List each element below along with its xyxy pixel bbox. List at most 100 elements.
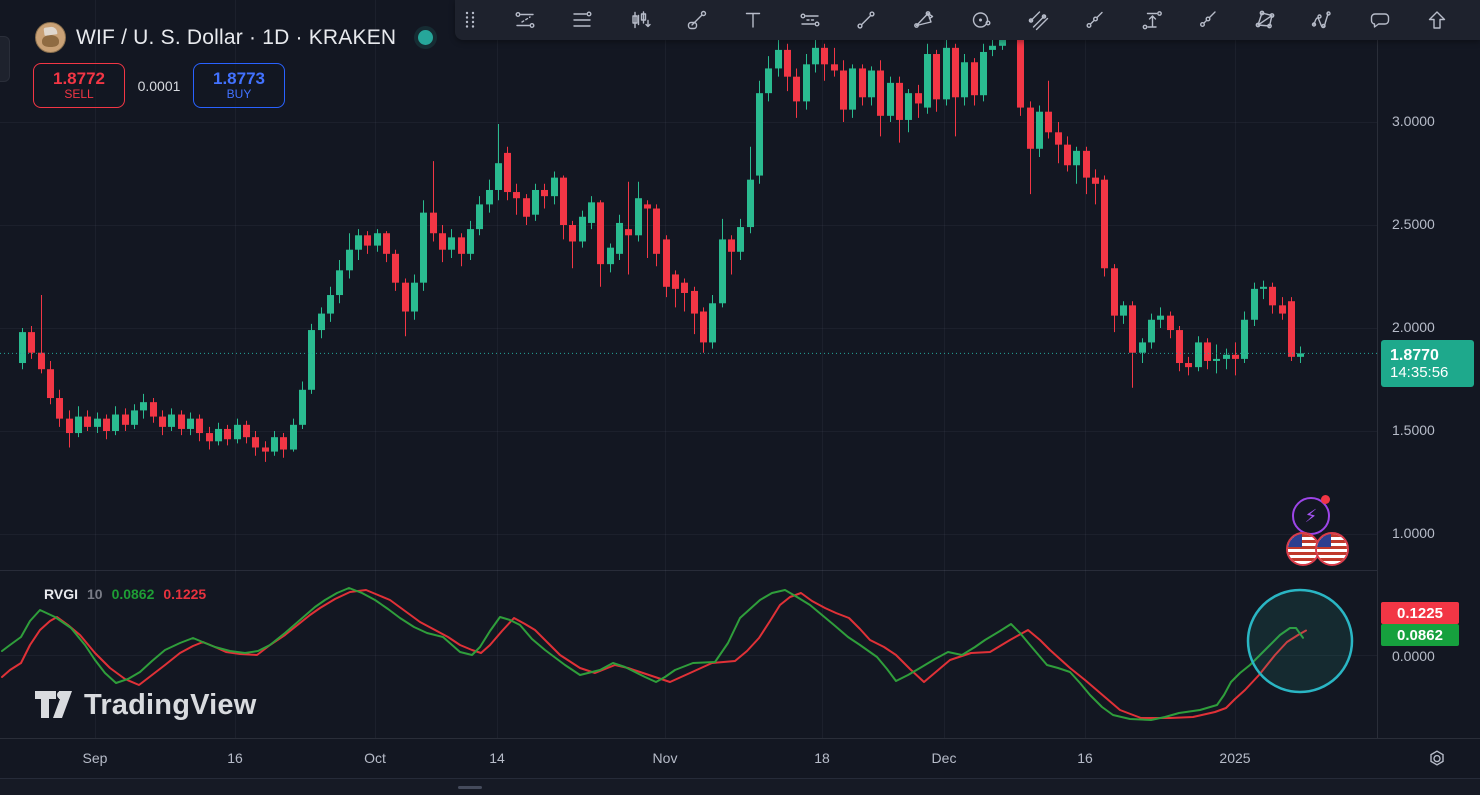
candle-body (1167, 315, 1174, 331)
price-range-tool-button[interactable] (1134, 2, 1170, 38)
toolbar-drag-handle[interactable] (452, 2, 488, 38)
economic-events-marker[interactable] (1286, 532, 1350, 566)
disjoint-channel-tool-button[interactable] (792, 2, 828, 38)
left-toolbar-collapsed-handle[interactable] (0, 36, 10, 82)
candle-body (56, 398, 63, 419)
rvgi-green-value: 0.0862 (111, 586, 155, 602)
candle-body (943, 47, 950, 100)
arrow-up-icon (1428, 11, 1446, 29)
candle-body (103, 418, 110, 431)
candle-body (280, 437, 287, 450)
trend-line-tool-button[interactable] (848, 2, 884, 38)
candle-body (1260, 286, 1267, 289)
candle-body (66, 418, 73, 434)
callout-icon (1370, 13, 1390, 28)
candle-body (392, 253, 399, 283)
candle-body (504, 152, 511, 193)
candle-body (1213, 358, 1220, 361)
candle-body (1297, 353, 1304, 357)
candle-body (868, 70, 875, 98)
pattern-channel-icon (515, 11, 535, 28)
ideas-stream-button[interactable]: ⚡ (1292, 495, 1330, 535)
candle-body (467, 229, 474, 254)
pane-resize-handle[interactable] (458, 786, 482, 789)
horizontal-lines-tool-button[interactable] (564, 2, 600, 38)
bar-countdown: 14:35:56 (1390, 363, 1449, 381)
sell-button[interactable]: 1.8772 SELL (33, 63, 125, 108)
last-price-badge: 1.8770 14:35:56 (1381, 340, 1474, 387)
candle-body (215, 428, 222, 442)
candle-body (187, 418, 194, 429)
candle-body (1017, 35, 1024, 108)
candle-body (877, 70, 884, 116)
time-axis-settings-button[interactable] (1423, 745, 1451, 773)
projection-tool-button[interactable] (679, 2, 715, 38)
info-line-tool-button[interactable] (1190, 2, 1226, 38)
candle-body (439, 233, 446, 250)
candle-body (28, 332, 35, 353)
text-tool-button[interactable] (735, 2, 771, 38)
candle-body (486, 189, 493, 205)
circle-tool-button[interactable] (964, 2, 1000, 38)
candle-body (1120, 305, 1127, 316)
candle-body (308, 330, 315, 390)
candle-body (1101, 179, 1108, 269)
tradingview-logo-icon (35, 691, 72, 718)
candle-body (653, 208, 660, 254)
candle-body (327, 295, 334, 314)
projection-icon (687, 10, 707, 30)
time-tick-label: 18 (814, 750, 830, 766)
candle-body (364, 235, 371, 246)
candle-body (299, 389, 306, 425)
candle-body (915, 93, 922, 104)
buy-sell-widget: 1.8772 SELL 0.0001 1.8773 BUY (33, 63, 285, 108)
buy-button[interactable]: 1.8773 BUY (193, 63, 285, 108)
candle-body (625, 229, 632, 236)
price-tick-label: 2.5000 (1392, 216, 1435, 232)
candle-body (224, 428, 231, 440)
parallel-channel-tool-button[interactable] (1020, 2, 1056, 38)
candle-body (1232, 354, 1239, 359)
rvgi-length: 10 (86, 586, 103, 602)
spread-value: 0.0001 (137, 77, 181, 94)
disjoint-channel-icon (800, 13, 820, 27)
candle-body (19, 332, 26, 364)
rvgi-indicator-legend[interactable]: RVGI 10 0.0862 0.1225 (44, 586, 206, 602)
candle-body (448, 237, 455, 250)
candle-body (747, 179, 754, 228)
ray-tool-button[interactable] (1077, 2, 1113, 38)
symbol-header: WIF / U. S. Dollar · 1D · KRAKEN (35, 22, 434, 53)
circle-icon (972, 12, 991, 28)
bars-pattern-tool-button[interactable] (622, 2, 658, 38)
symbol-title[interactable]: WIF / U. S. Dollar · 1D · KRAKEN (76, 25, 397, 49)
candle-body (94, 418, 101, 427)
candle-body (737, 227, 744, 252)
rvgi-zero-axis-label: 0.0000 (1392, 648, 1435, 664)
elliott-wave-tool-button[interactable] (1304, 2, 1340, 38)
candle-body (383, 233, 390, 254)
candle-body (1223, 354, 1230, 359)
ellipse-drawing-annotation[interactable] (1246, 588, 1354, 694)
arrow-up-tool-button[interactable] (1419, 2, 1455, 38)
xabcd-pattern-tool-button[interactable] (1247, 2, 1283, 38)
callout-tool-button[interactable] (1362, 2, 1398, 38)
time-tick-label: 2025 (1219, 750, 1251, 766)
pattern-channel-tool-button[interactable] (507, 2, 543, 38)
candle-body (1083, 150, 1090, 178)
time-tick-label: Nov (652, 750, 678, 766)
candle-body (262, 447, 269, 452)
candle-body (411, 282, 418, 312)
text-icon (745, 12, 761, 28)
price-axis[interactable]: 1.8770 14:35:56 0.1225 0.0862 0.0000 3.0… (1377, 0, 1480, 738)
triangle-pattern-tool-button[interactable] (905, 2, 941, 38)
candle-body (75, 416, 82, 434)
rvgi-red-value: 0.1225 (163, 586, 207, 602)
candle-body (1148, 319, 1155, 343)
candle-body (971, 62, 978, 96)
time-axis[interactable]: Sep 16 Oct 14 Nov 18 Dec 16 2025 (0, 738, 1480, 779)
candle-body (756, 93, 763, 176)
tradingview-watermark: TradingView (34, 686, 257, 724)
market-open-dot-icon[interactable] (418, 30, 434, 45)
